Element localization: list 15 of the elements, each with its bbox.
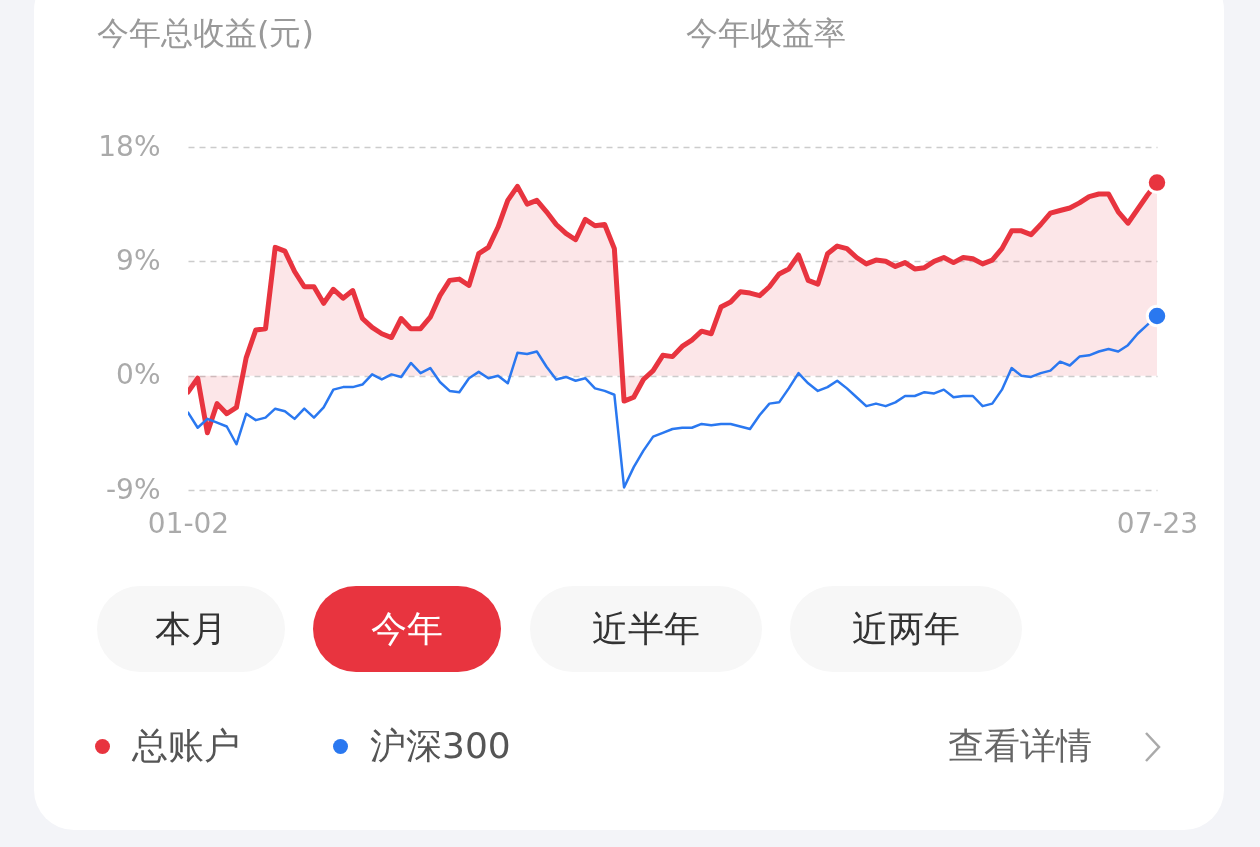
y-tick-label: 0% bbox=[116, 358, 161, 392]
y-tick-label: -9% bbox=[105, 472, 161, 506]
text: 查看详情 bbox=[948, 724, 1092, 768]
text: 近半年 bbox=[530, 586, 762, 672]
text: 本月 bbox=[97, 586, 285, 672]
legend-label: 总账户 bbox=[132, 724, 240, 768]
x-tick-label: 07-23 bbox=[1116, 506, 1199, 540]
y-tick-label: 9% bbox=[116, 243, 161, 277]
x-tick-label: 01-02 bbox=[147, 506, 230, 540]
text: 今年总收益(元) bbox=[97, 13, 314, 54]
text: 近两年 bbox=[790, 586, 1022, 672]
legend-label: 沪深300 bbox=[370, 724, 511, 768]
chart-title: 今年收益率 bbox=[686, 13, 846, 54]
text: 今年 bbox=[313, 586, 501, 672]
y-tick-label: 18% bbox=[98, 129, 161, 163]
